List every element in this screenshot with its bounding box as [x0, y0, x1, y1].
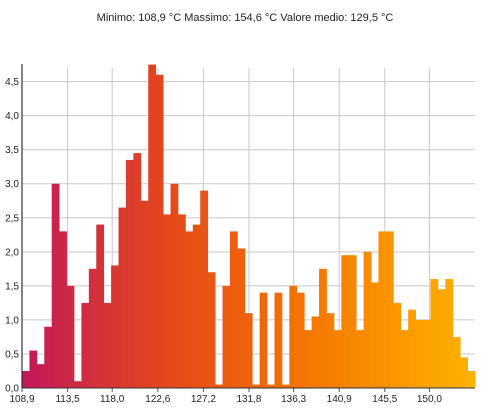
- y-tick-label: 0,5: [5, 349, 19, 360]
- histogram-bar: [430, 279, 439, 388]
- histogram-bar: [371, 282, 379, 388]
- y-tick-label: 0,0: [5, 384, 19, 395]
- histogram-bar: [207, 272, 216, 388]
- y-tick-label: 4,5: [5, 77, 19, 88]
- y-tick-label: 1,5: [5, 281, 19, 292]
- histogram-bar: [281, 384, 290, 388]
- histogram-bar: [229, 231, 238, 388]
- histogram-bar: [44, 326, 53, 388]
- histogram-bar: [73, 381, 82, 388]
- histogram-bar: [274, 292, 283, 388]
- x-tick-label: 122,6: [145, 394, 170, 405]
- y-tick-label: 2,5: [5, 213, 19, 224]
- histogram-bar: [393, 302, 402, 388]
- histogram-bar: [267, 384, 275, 388]
- histogram-bar: [81, 302, 90, 388]
- histogram-bar: [237, 248, 246, 388]
- histogram-bar: [400, 330, 409, 388]
- histogram-bar: [51, 183, 60, 388]
- x-tick-label: 150,0: [417, 394, 442, 405]
- histogram-bar: [341, 255, 350, 388]
- histogram-bar: [170, 183, 179, 388]
- x-tick-label: 108,9: [9, 394, 34, 405]
- histogram-bar: [460, 357, 468, 388]
- histogram-bar: [408, 309, 416, 388]
- histogram-bar: [415, 319, 424, 388]
- x-tick-label: 136,3: [281, 394, 306, 405]
- histogram-bar: [378, 231, 387, 388]
- histogram-bar: [36, 364, 45, 388]
- histogram-bar: [356, 330, 365, 388]
- histogram-bar: [96, 224, 105, 388]
- histogram-bar: [140, 200, 149, 388]
- histogram-bar: [163, 214, 171, 388]
- histogram-bar: [348, 255, 357, 388]
- histogram-bar: [289, 285, 298, 388]
- histogram-bar: [59, 231, 67, 388]
- histogram-bar: [177, 214, 186, 388]
- y-tick-label: 1,0: [5, 315, 19, 326]
- histogram-bar: [304, 330, 313, 388]
- histogram-bar: [385, 231, 394, 388]
- histogram-bar: [319, 268, 327, 388]
- histogram-bar: [148, 64, 157, 388]
- tick-labels: 0,0 0,5 1,0 1,5 2,0 2,5 3,0 3,5 4,0 4,5 108,9 113,5…: [5, 77, 442, 405]
- histogram-bar: [185, 231, 194, 388]
- histogram-bar: [133, 153, 142, 388]
- histogram-bar: [155, 74, 164, 388]
- y-tick-label: 3,5: [5, 145, 19, 156]
- axes: [21, 64, 475, 392]
- histogram-bar: [363, 251, 372, 388]
- histogram-bar: [244, 313, 253, 388]
- x-tick-label: 140,9: [327, 394, 352, 405]
- histogram-bar: [192, 224, 201, 388]
- x-tick-label: 145,5: [372, 394, 397, 405]
- histogram-bar: [452, 336, 461, 388]
- histogram-bar: [103, 302, 112, 388]
- histogram-bar: [445, 279, 454, 388]
- histogram-bar: [311, 316, 320, 388]
- x-tick-label: 118,0: [100, 394, 125, 405]
- histogram-bar: [22, 370, 30, 388]
- histogram-bar: [118, 207, 127, 388]
- y-tick-label: 4,0: [5, 111, 19, 122]
- histogram-bar: [125, 159, 134, 388]
- histogram-bar: [215, 384, 223, 388]
- histogram-bar: [259, 292, 268, 388]
- histogram-bar: [222, 285, 231, 388]
- histogram-bar: [296, 292, 305, 388]
- histogram-bar: [326, 313, 335, 388]
- x-tick-label: 113,5: [55, 394, 80, 405]
- y-tick-label: 3,0: [5, 179, 19, 190]
- histogram-bar: [437, 289, 446, 388]
- histogram-bar: [66, 285, 75, 388]
- histogram-bar: [29, 350, 38, 388]
- histogram-bar: [252, 384, 261, 388]
- histogram-bar: [88, 268, 97, 388]
- histogram-bar: [333, 330, 342, 388]
- y-tick-label: 2,0: [5, 247, 19, 258]
- x-tick-label: 127,2: [191, 394, 216, 405]
- x-tick-label: 131,8: [236, 394, 261, 405]
- histogram-bar: [111, 265, 119, 388]
- stats-summary: Minimo: 108,9 °C Massimo: 154,6 °C Valor…: [96, 12, 394, 24]
- histogram-bar: [423, 319, 431, 388]
- histogram-bar: [200, 190, 209, 388]
- histogram-bar: [467, 370, 476, 388]
- bars: [22, 64, 476, 388]
